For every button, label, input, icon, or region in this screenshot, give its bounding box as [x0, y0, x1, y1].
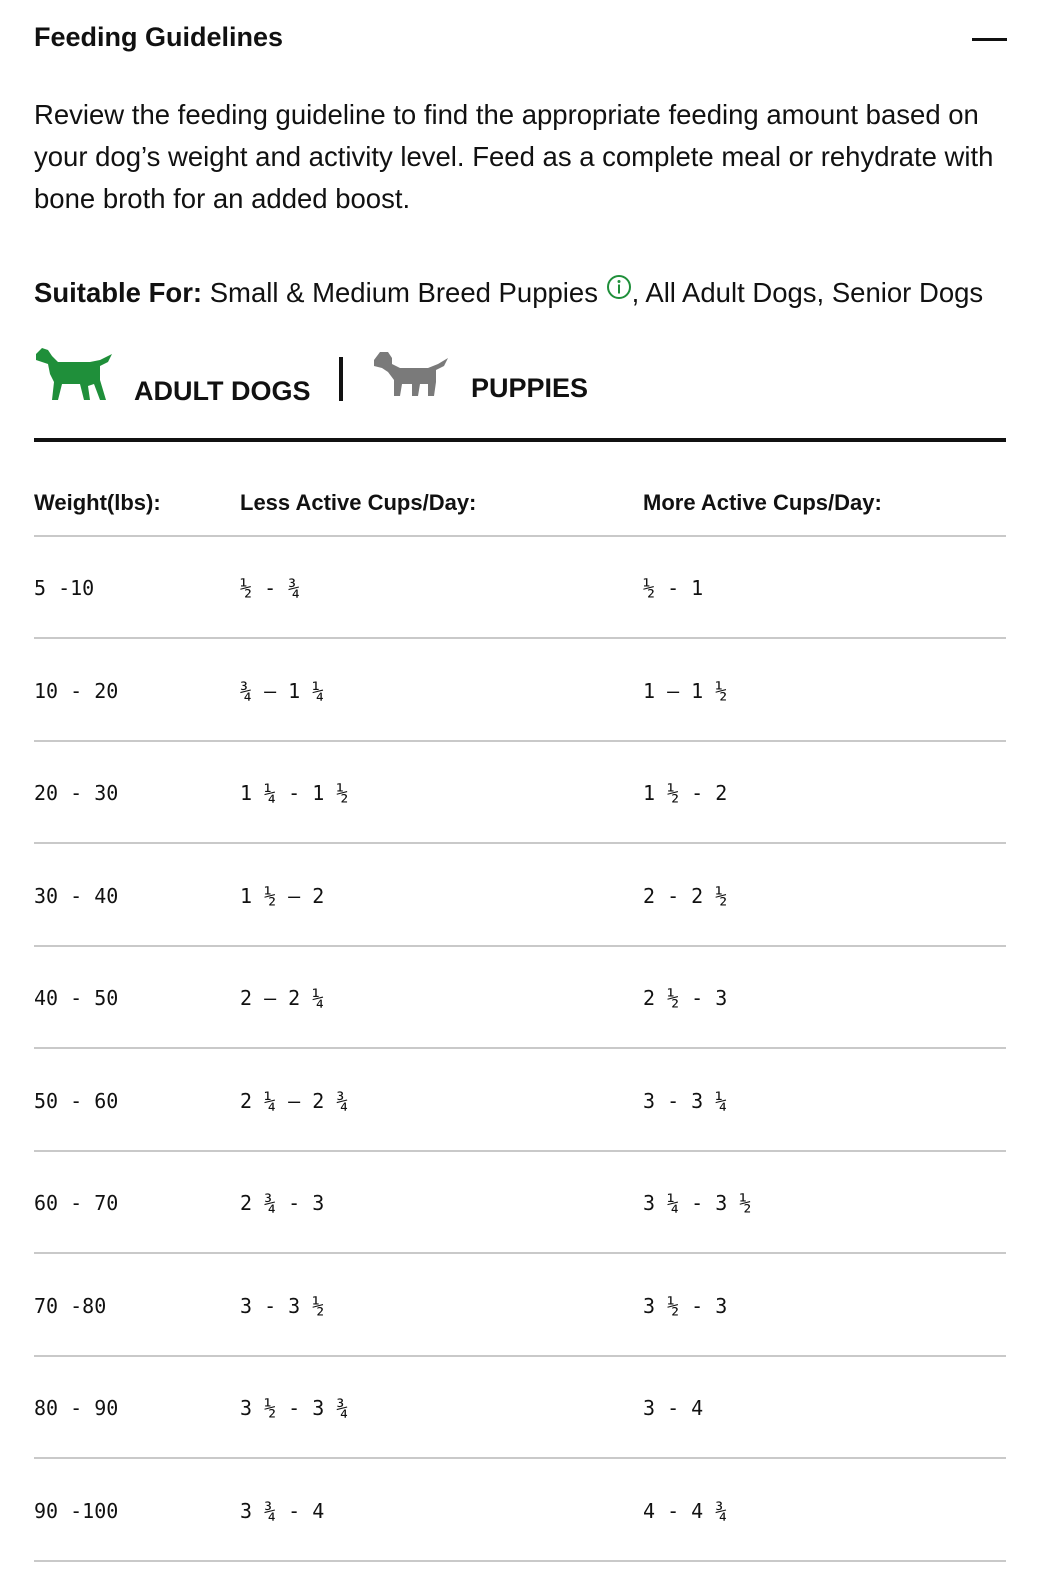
table-cell: 30 - 40 [34, 883, 119, 908]
description: Review the feeding guideline to find the… [34, 99, 994, 214]
collapse-button[interactable] [972, 38, 1007, 41]
table-cell: 2 – 2 ¼ [240, 986, 325, 1010]
row-divider [34, 1047, 1006, 1049]
table-cell: 3 ¾ - 4 [240, 1498, 325, 1523]
table-cell: 1 ¼ - 1 ½ [240, 781, 349, 805]
table-cell: 5 -10 [34, 576, 95, 600]
table-cell: 2 ¾ - 3 [240, 1191, 325, 1215]
table-cell: 50 - 60 [34, 1088, 119, 1113]
table-cell: 3 ¼ - 3 ½ [643, 1191, 752, 1215]
row-divider [34, 535, 1006, 537]
table-cell: 1 ½ - 2 [643, 781, 728, 805]
table-cell: 3 - 4 [643, 1396, 704, 1420]
row-divider [34, 1149, 1006, 1152]
table-cell: 1 ½ – 2 [240, 883, 325, 908]
column-header: Less Active Cups/Day: [240, 490, 477, 515]
table-cell: 40 - 50 [34, 986, 119, 1010]
row-divider [34, 637, 1006, 639]
table-cell: 3 - 3 ¼ [643, 1088, 728, 1113]
info-icon[interactable] [606, 274, 632, 300]
table-cell: 2 - 2 ½ [643, 883, 728, 908]
suitable-label: Suitable For: [34, 277, 203, 308]
puppy-icon [374, 352, 448, 396]
suitable-text: , All Adult Dogs, Senior Dogs [631, 277, 984, 308]
divider [34, 438, 1006, 442]
row-divider [34, 842, 1006, 844]
tab-separator [339, 357, 343, 401]
row-divider [34, 1252, 1006, 1254]
table-cell: 4 - 4 ¾ [643, 1498, 728, 1523]
table-cell: 80 - 90 [34, 1396, 119, 1420]
table-cell: ½ - ¾ [240, 576, 301, 600]
column-header: Weight(lbs): [34, 490, 161, 515]
section-title: Feeding Guidelines [34, 22, 284, 52]
table-cell: ½ - 1 [643, 576, 704, 600]
table-cell: 2 ¼ – 2 ¾ [240, 1088, 349, 1113]
table-cell: 70 -80 [34, 1293, 107, 1318]
row-divider [34, 1354, 1006, 1357]
table-cell: 3 - 3 ½ [240, 1293, 325, 1318]
table-cell: 60 - 70 [34, 1191, 119, 1215]
table-cell: 90 -100 [34, 1498, 119, 1523]
row-divider [34, 739, 1006, 742]
row-divider [34, 1559, 1006, 1562]
table-cell: 2 ½ - 3 [643, 986, 728, 1010]
table-cell: 1 – 1 ½ [643, 678, 728, 703]
suitable-for: Suitable For: Small & Medium Breed Puppi… [34, 274, 983, 309]
column-header: More Active Cups/Day: [643, 490, 882, 515]
table-cell: ¾ – 1 ¼ [240, 678, 325, 703]
row-divider [34, 1457, 1006, 1459]
table-cell: 3 ½ - 3 [643, 1293, 728, 1318]
row-divider [34, 944, 1006, 947]
tab-puppies[interactable]: PUPPIES [471, 373, 589, 403]
table-cell: 3 ½ - 3 ¾ [240, 1396, 349, 1420]
table-cell: 20 - 30 [34, 781, 119, 805]
table-cell: 10 - 20 [34, 678, 119, 703]
tab-adult-dogs[interactable]: ADULT DOGS [134, 376, 311, 406]
suitable-text: Small & Medium Breed Puppies [209, 277, 598, 308]
adult-dog-icon [36, 348, 112, 400]
